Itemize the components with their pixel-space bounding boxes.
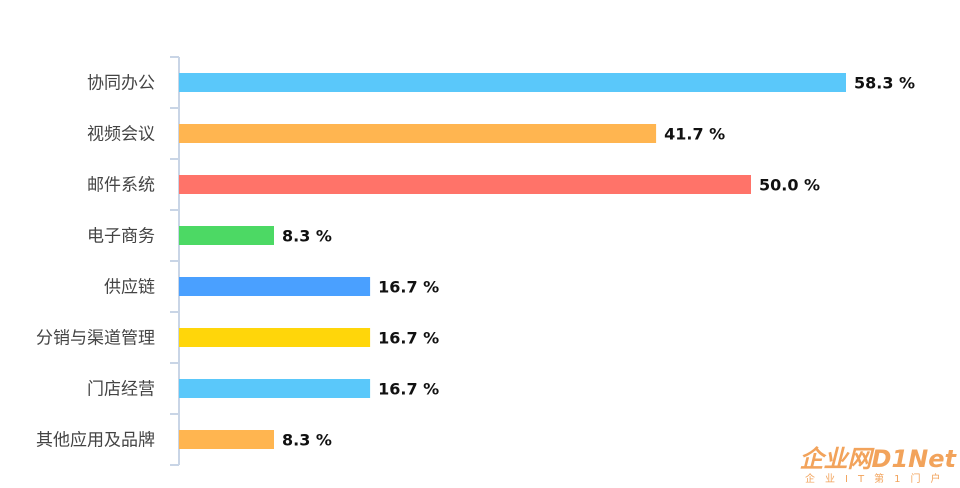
category-label: 邮件系统 <box>87 176 155 196</box>
category-label: 协同办公 <box>87 74 155 94</box>
value-label: 16.7 % <box>378 329 439 348</box>
bar-6 <box>179 379 371 398</box>
value-label: 50.0 % <box>759 176 820 195</box>
value-label: 8.3 % <box>282 431 332 450</box>
bar-5 <box>179 328 371 347</box>
value-labels: 58.3 % 41.7 % 50.0 % 8.3 % 16.7 % 16.7 % 16.7 … <box>282 74 915 450</box>
value-label: 8.3 % <box>282 227 332 246</box>
value-label: 41.7 % <box>664 125 725 144</box>
category-axis <box>170 56 180 466</box>
category-label: 分销与渠道管理 <box>36 329 155 349</box>
category-label: 电子商务 <box>87 227 155 247</box>
value-label: 58.3 % <box>854 74 915 93</box>
bar-3 <box>179 226 274 245</box>
watermark-main-text: 企业网D1Net <box>799 445 956 473</box>
category-label: 供应链 <box>104 278 155 298</box>
category-label: 其他应用及品牌 <box>36 431 155 451</box>
watermark-sub-text: 企业IT第1门户 <box>805 474 951 485</box>
watermark-logo: 企业网D1Net 企业IT第1门户 <box>800 446 956 486</box>
category-label: 门店经营 <box>87 380 155 400</box>
value-label: 16.7 % <box>378 380 439 399</box>
bars <box>179 73 846 449</box>
bar-4 <box>179 277 371 296</box>
bar-7 <box>179 430 274 449</box>
bar-1 <box>179 124 657 143</box>
bar-2 <box>179 175 751 194</box>
bar-0 <box>179 73 846 92</box>
category-label: 视频会议 <box>87 125 155 145</box>
value-label: 16.7 % <box>378 278 439 297</box>
